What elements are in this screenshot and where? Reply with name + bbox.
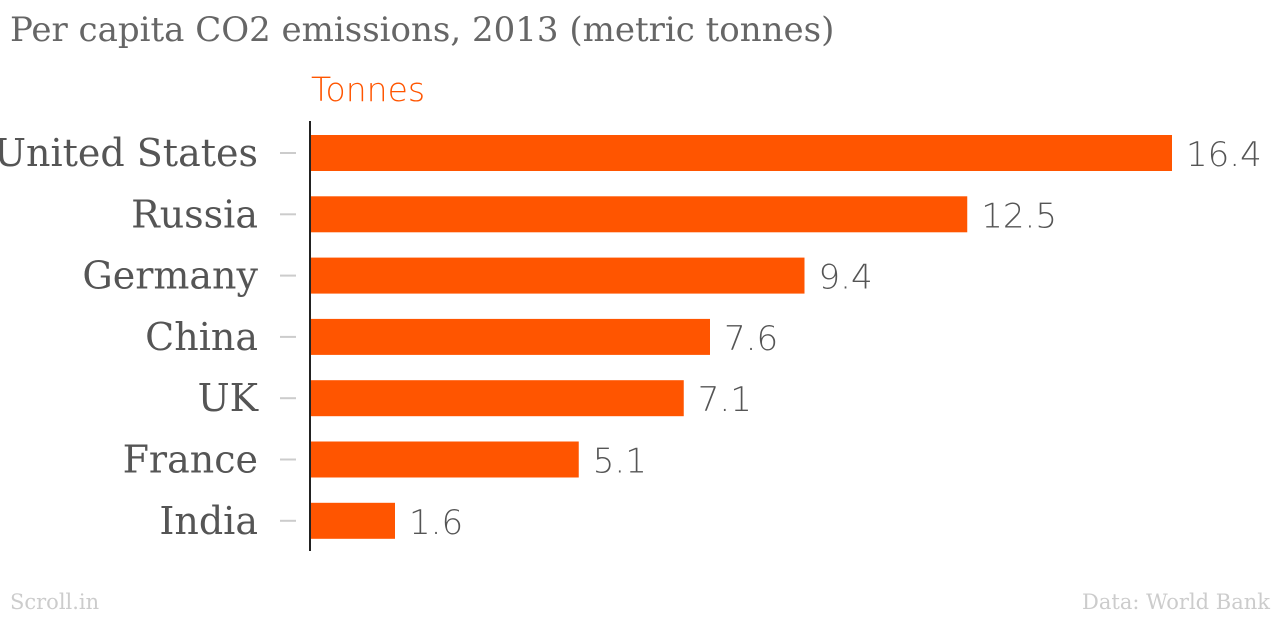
data-label: 5.1 — [593, 442, 647, 482]
data-label: 1.6 — [409, 503, 463, 543]
bar — [311, 441, 579, 478]
category-label: France — [123, 438, 258, 482]
footer-data-source: Data: World Bank — [1082, 590, 1270, 614]
category-label: Russia — [131, 192, 258, 236]
data-label: 7.1 — [698, 380, 752, 420]
bar — [311, 502, 395, 539]
data-label: 12.5 — [981, 196, 1057, 236]
data-label: 7.6 — [724, 319, 778, 359]
bar — [311, 318, 710, 355]
data-label: 16.4 — [1186, 135, 1262, 175]
footer-brand: Scroll.in — [10, 590, 100, 614]
bar — [311, 380, 684, 417]
bar — [311, 196, 968, 233]
chart-title: Per capita CO2 emissions, 2013 (metric t… — [10, 10, 835, 50]
category-label: UK — [198, 376, 259, 420]
bar — [311, 257, 805, 294]
data-label: 9.4 — [819, 258, 873, 298]
series-label: Tonnes — [311, 70, 426, 109]
category-label: India — [159, 499, 258, 543]
bar — [311, 135, 1172, 171]
category-label: China — [145, 315, 258, 359]
category-label: United States — [0, 131, 258, 175]
category-label: Germany — [82, 254, 258, 298]
